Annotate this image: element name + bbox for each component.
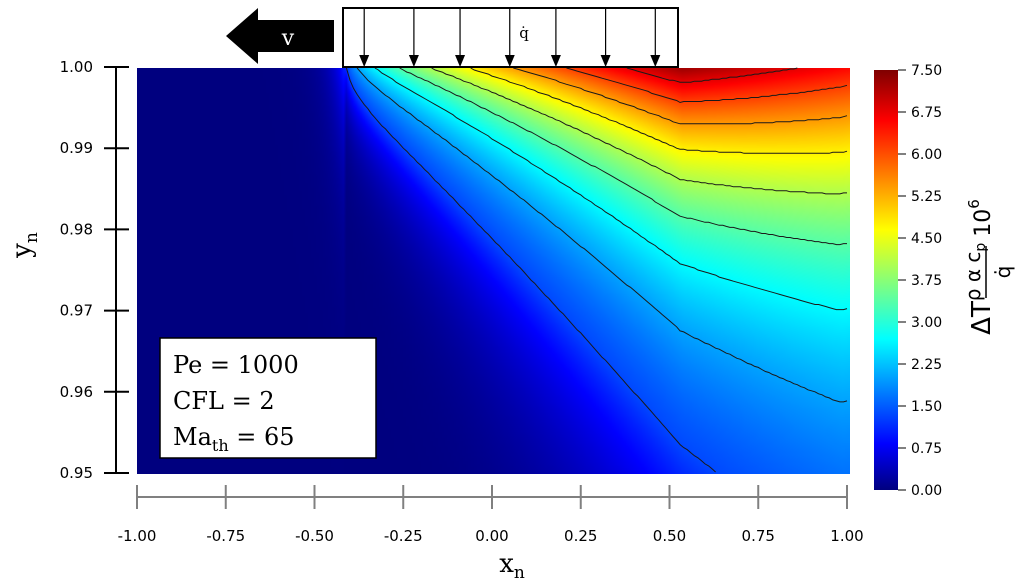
x-tick-label: -0.50 [295,527,334,545]
svg-text:ρ α cp: ρ α cp [961,243,989,302]
y-tick-label: 0.98 [60,220,93,238]
colorbar-tick-label: 0.00 [911,483,942,499]
x-axis-label-sub: n [514,563,525,583]
colorbar [874,70,898,490]
x-tick-label: 0.00 [475,527,508,545]
contour-line [566,67,848,104]
colorbar-tick-label: 5.25 [911,189,942,205]
heat-flux-box: q̇ [342,7,679,68]
colorbar-tick-label: 3.00 [911,315,942,331]
velocity-label: v [281,26,295,51]
heat-flux-arrowhead [455,55,466,67]
colorbar-label: ΔT ρ α cp q̇ 106 [961,199,1015,335]
y-axis-label: yn [7,232,42,259]
contour-line [513,67,848,125]
x-tick-label: -0.75 [206,527,245,545]
contour-line [374,67,848,311]
contour-line [626,67,798,83]
colorbar-tick-label: 4.50 [911,231,942,247]
contour-line [356,67,848,403]
y-tick-label: 1.00 [60,58,93,76]
x-tick-label: -1.00 [118,527,157,545]
param-cfl: CFL = 2 [173,387,275,415]
contour-lines [345,67,848,473]
heat-flux-label: q̇ [519,24,529,42]
contour-line [431,67,847,195]
x-axis-label: xn [499,549,525,583]
heat-flux-arrowhead [550,55,561,67]
parameter-box: Pe = 1000 CFL = 2 Math = 65 [159,337,377,459]
y-tick-label: 0.96 [60,383,93,401]
heat-flux-arrowhead [359,55,370,67]
colorbar-tick-label: 1.50 [911,399,942,415]
x-axis: -1.00 -0.75 -0.50 -0.25 0.00 0.25 0.50 0.75 1.00 [118,485,864,545]
svg-text:106: 106 [965,199,996,237]
svg-text:q̇: q̇ [991,266,1015,279]
heat-flux-arrowhead [408,55,419,67]
x-tick-label: 0.25 [564,527,597,545]
x-tick-label: 0.75 [742,527,775,545]
x-tick-label: 0.50 [653,527,686,545]
colorbar-tick-label: 6.00 [911,147,942,163]
y-axis: 1.00 0.99 0.98 0.97 0.96 0.95 [60,58,129,482]
x-axis-label-main: x [499,549,514,579]
param-pe: Pe = 1000 [173,351,299,379]
colorbar-tick-label: 3.75 [911,273,942,289]
colorbar-tick-label: 7.50 [911,63,942,79]
contour-line [345,67,716,473]
heat-flux-arrowhead [650,55,661,67]
heat-flux-arrowhead [600,55,611,67]
colorbar-ticks: 7.50 6.75 6.00 5.25 4.50 3.75 3.00 2.25 1.50 0.75… [898,63,942,499]
y-axis-label-main: y [7,243,37,259]
y-tick-label: 0.97 [60,302,93,320]
y-axis-label-sub: n [22,232,42,243]
x-tick-label: 1.00 [830,527,863,545]
colorbar-tick-label: 0.75 [911,441,942,457]
y-tick-label: 0.95 [60,464,93,482]
param-ma: Math = 65 [173,423,295,455]
x-tick-label: -0.25 [384,527,423,545]
contour-line [470,67,848,154]
heat-flux-arrowhead [504,55,515,67]
colorbar-tick-label: 6.75 [911,105,942,121]
colorbar-tick-label: 2.25 [911,357,942,373]
y-tick-label: 0.99 [60,139,93,157]
svg-text:ΔT: ΔT [967,301,997,335]
contour-line [399,67,847,246]
velocity-arrow-icon: v [226,8,334,64]
